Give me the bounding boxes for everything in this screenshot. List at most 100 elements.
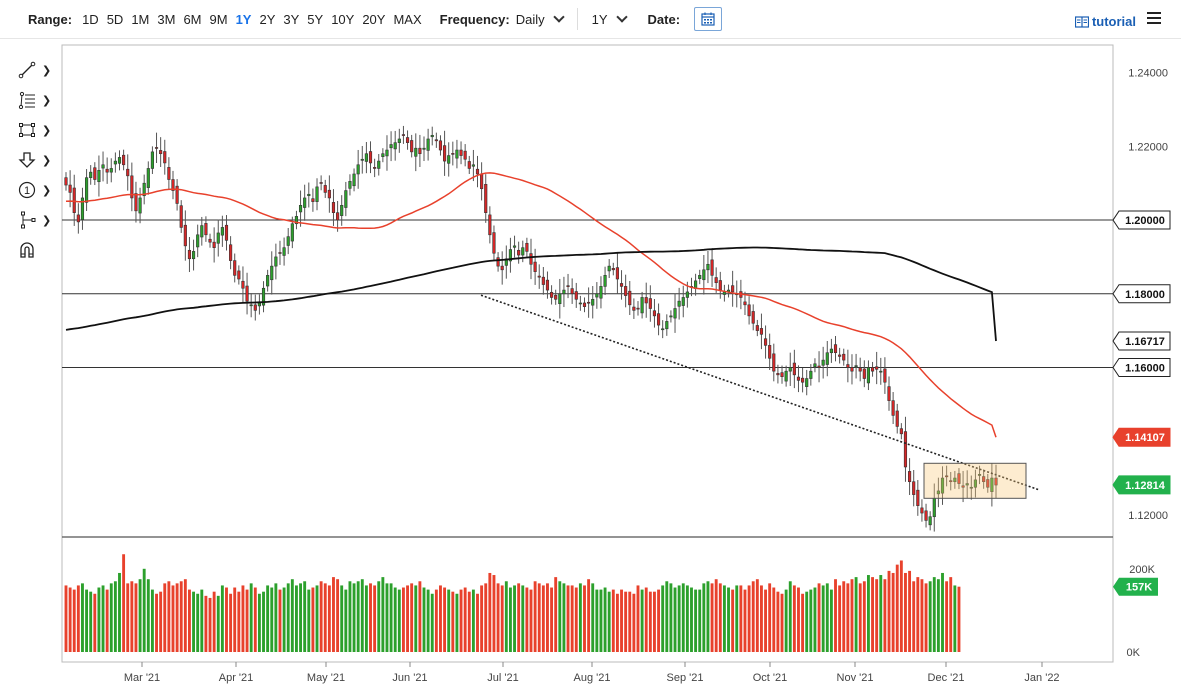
volume-bar: [311, 587, 315, 652]
candle-body: [698, 275, 702, 279]
candle-body: [512, 245, 517, 248]
volume-bar: [780, 593, 784, 652]
volume-bar: [356, 581, 360, 652]
candle-body: [537, 275, 541, 278]
candle-body: [838, 354, 842, 357]
volume-bar: [381, 577, 385, 652]
date-tick-label: Oct '21: [753, 672, 788, 684]
candle-body: [681, 297, 685, 306]
candle-body: [84, 177, 89, 203]
top-toolbar: Range: 1D 5D 1M 3M 6M 9M 1Y 2Y 3Y 5Y 10Y 20Y MAX Fre…: [0, 0, 1181, 39]
range-button-3m[interactable]: 3M: [157, 11, 176, 27]
moving-averages: [65, 172, 997, 438]
price-tick-label: 1.12000: [1128, 510, 1168, 522]
rectangle-tool[interactable]: ❯: [18, 115, 58, 145]
measure-tool[interactable]: ❯: [18, 205, 58, 235]
volume-bar: [558, 581, 562, 652]
range-button-10y[interactable]: 10Y: [331, 11, 355, 27]
volume-bar: [611, 589, 615, 652]
date-tick-label: Jul '21: [487, 672, 518, 684]
volume-bar: [797, 587, 800, 652]
range-button-max[interactable]: MAX: [393, 11, 422, 27]
volume-bar: [364, 585, 368, 652]
volume-bar: [97, 587, 101, 652]
candle-body: [965, 483, 969, 486]
candle-body: [233, 260, 237, 276]
range-button-6m[interactable]: 6M: [183, 11, 202, 27]
range-button-1y[interactable]: 1Y: [235, 11, 252, 27]
arrow-tool[interactable]: ❯: [18, 145, 58, 175]
volume-bar: [373, 585, 377, 652]
volume-bar: [574, 587, 578, 652]
candle-body: [961, 485, 965, 488]
candle-body: [776, 373, 780, 376]
volume-bar: [570, 585, 574, 652]
candle-body: [879, 370, 883, 373]
volume-bar: [406, 585, 409, 652]
price-badge-label: 1.14107: [1125, 432, 1165, 444]
candle-body: [451, 153, 455, 155]
volume-bar: [93, 593, 97, 652]
volume-bar: [665, 581, 669, 652]
candle-body: [920, 507, 924, 514]
chevron-right-icon: ❯: [42, 184, 52, 197]
volume-bar: [216, 595, 220, 652]
price-badge: [1112, 475, 1171, 495]
volume-bar: [64, 585, 68, 652]
volume-bar: [883, 579, 887, 652]
magnet-tool[interactable]: [18, 235, 58, 265]
period-dropdown[interactable]: 1Y: [592, 11, 628, 27]
range-buttons: 1D 5D 1M 3M 6M 9M 1Y 2Y 3Y 5Y 10Y 20Y MAX: [78, 12, 426, 27]
candle-body: [866, 367, 871, 384]
volume-bar: [229, 593, 233, 652]
range-button-3y[interactable]: 3Y: [283, 11, 300, 27]
volume-bar: [85, 589, 89, 652]
candle-body: [426, 138, 430, 151]
volume-bar: [126, 583, 130, 652]
candle-body: [706, 263, 710, 271]
range-button-5d[interactable]: 5D: [106, 11, 124, 27]
candle-body: [455, 149, 459, 159]
volume-bar: [632, 593, 636, 652]
volume-bar: [838, 585, 842, 652]
tutorial-link[interactable]: tutorial: [1074, 14, 1136, 29]
candle-body: [163, 151, 167, 164]
candle-body: [611, 268, 615, 271]
frequency-dropdown[interactable]: Daily: [515, 11, 565, 27]
frequency-value: Daily: [515, 11, 545, 27]
trendline-tool[interactable]: ❯: [18, 55, 58, 85]
volume-bar: [315, 585, 319, 652]
annotations: [480, 294, 1040, 499]
range-button-1m[interactable]: 1M: [131, 11, 150, 27]
range-button-2y[interactable]: 2Y: [259, 11, 276, 27]
candle-body: [488, 214, 492, 236]
range-button-9m[interactable]: 9M: [209, 11, 228, 27]
volume-bar: [414, 585, 418, 652]
range-button-5y[interactable]: 5Y: [307, 11, 324, 27]
price-badge-label: 1.18000: [1125, 289, 1165, 301]
candle-body: [747, 304, 751, 317]
calendar-button[interactable]: [694, 7, 723, 31]
volume-bar: [200, 589, 204, 652]
candle-body: [924, 510, 928, 521]
volume-bar: [208, 597, 212, 652]
rectangle-tool-icon: [19, 123, 35, 137]
menu-icon[interactable]: [1147, 12, 1161, 27]
candle-body: [344, 190, 348, 208]
fibonacci-tool[interactable]: ❯: [18, 85, 58, 115]
volume-bar: [916, 577, 920, 652]
range-button-20y[interactable]: 20Y: [362, 11, 386, 27]
candle-body: [587, 301, 591, 304]
calendar-icon: [701, 12, 715, 26]
volume-bar: [899, 560, 903, 652]
candle-body: [702, 269, 706, 281]
candle-body: [558, 293, 562, 305]
text-label-tool[interactable]: 1 ❯: [18, 175, 58, 205]
candle-body: [677, 300, 681, 307]
range-button-1d[interactable]: 1D: [82, 11, 99, 27]
date-axis: Mar '21 Apr '21 May '21 Jun '21 Jul '21 Aug '…: [124, 662, 1060, 684]
price-badge-label: 1.12814: [1125, 480, 1166, 492]
candle-body: [175, 185, 179, 204]
price-badge: [1112, 210, 1171, 230]
